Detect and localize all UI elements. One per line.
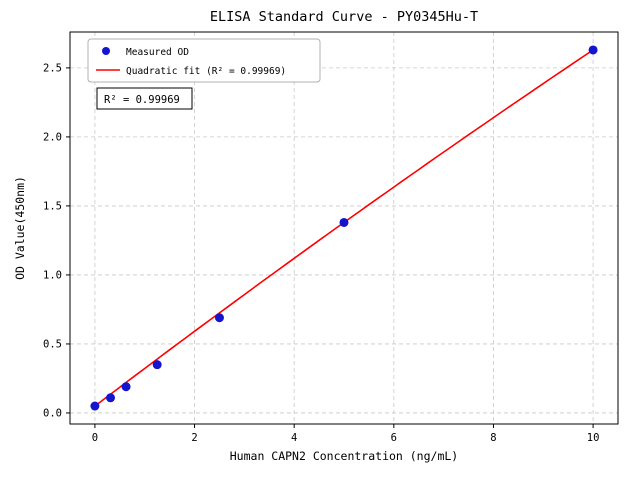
data-point (588, 45, 598, 55)
legend-label-quadratic-fit: Quadratic fit (R² = 0.99969) (126, 66, 286, 77)
legend: Measured OD Quadratic fit (R² = 0.99969) (87, 38, 321, 83)
x-axis-label: Human CAPN2 Concentration (ng/mL) (230, 449, 458, 463)
data-point (214, 313, 224, 323)
r-squared-annotation: R² = 0.99969 (96, 87, 193, 110)
x-tick-label: 2 (191, 432, 197, 444)
x-tick-label: 10 (587, 432, 600, 444)
data-point (90, 401, 100, 411)
y-axis-label: OD Value(450nm) (13, 176, 27, 280)
x-tick-label: 4 (291, 432, 297, 444)
x-tick-label: 6 (391, 432, 397, 444)
legend-label-measured-od: Measured OD (126, 47, 189, 58)
y-axis: 0.0 0.5 1.0 1.5 2.0 2.5 (43, 62, 70, 419)
data-point (339, 217, 349, 227)
gridlines (70, 32, 618, 424)
legend-marker-measured-od (102, 47, 110, 55)
y-tick-label: 0.0 (43, 407, 62, 419)
data-point (152, 360, 162, 370)
y-tick-label: 1.5 (43, 200, 62, 212)
chart-title: ELISA Standard Curve - PY0345Hu-T (210, 9, 478, 25)
x-tick-label: 0 (92, 432, 98, 444)
measured-od-points (90, 45, 598, 411)
y-tick-label: 1.0 (43, 269, 62, 281)
x-axis: 0 2 4 6 8 10 (92, 424, 600, 444)
y-tick-label: 2.5 (43, 62, 62, 74)
annotation-text: R² = 0.99969 (104, 94, 180, 106)
data-point (106, 393, 116, 403)
y-tick-label: 0.5 (43, 338, 62, 350)
x-tick-label: 8 (490, 432, 496, 444)
legend-box (87, 38, 321, 83)
data-point (121, 382, 131, 392)
annotation-box (96, 87, 193, 110)
y-tick-label: 2.0 (43, 131, 62, 143)
axes-frame (69, 31, 619, 425)
